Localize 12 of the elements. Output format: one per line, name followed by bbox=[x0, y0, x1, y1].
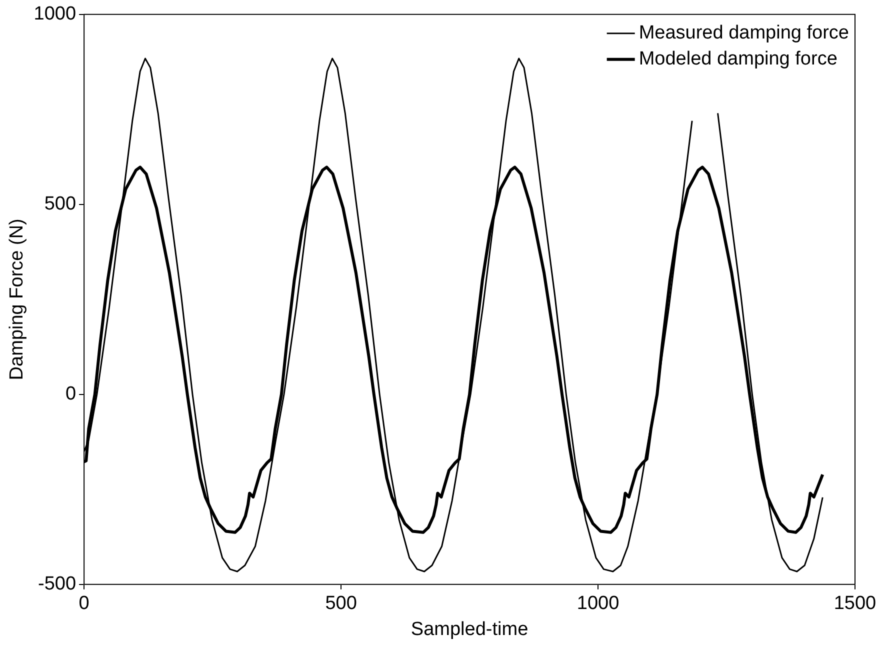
x-tick-label: 1500 bbox=[834, 593, 876, 614]
x-tick-label: 0 bbox=[78, 593, 90, 614]
y-tick-label: 1000 bbox=[34, 4, 76, 25]
y-tick-label: -500 bbox=[38, 574, 76, 595]
legend-label: Modeled damping force bbox=[638, 48, 838, 70]
x-tick-label: 1000 bbox=[576, 593, 620, 614]
y-axis-title: Damping Force (N) bbox=[6, 218, 28, 380]
y-tick-label: 500 bbox=[44, 194, 76, 215]
x-tick-label: 500 bbox=[325, 593, 357, 614]
y-tick-label: 0 bbox=[65, 384, 76, 405]
legend-label: Measured damping force bbox=[638, 22, 850, 44]
x-axis-title: Sampled-time bbox=[410, 618, 528, 640]
